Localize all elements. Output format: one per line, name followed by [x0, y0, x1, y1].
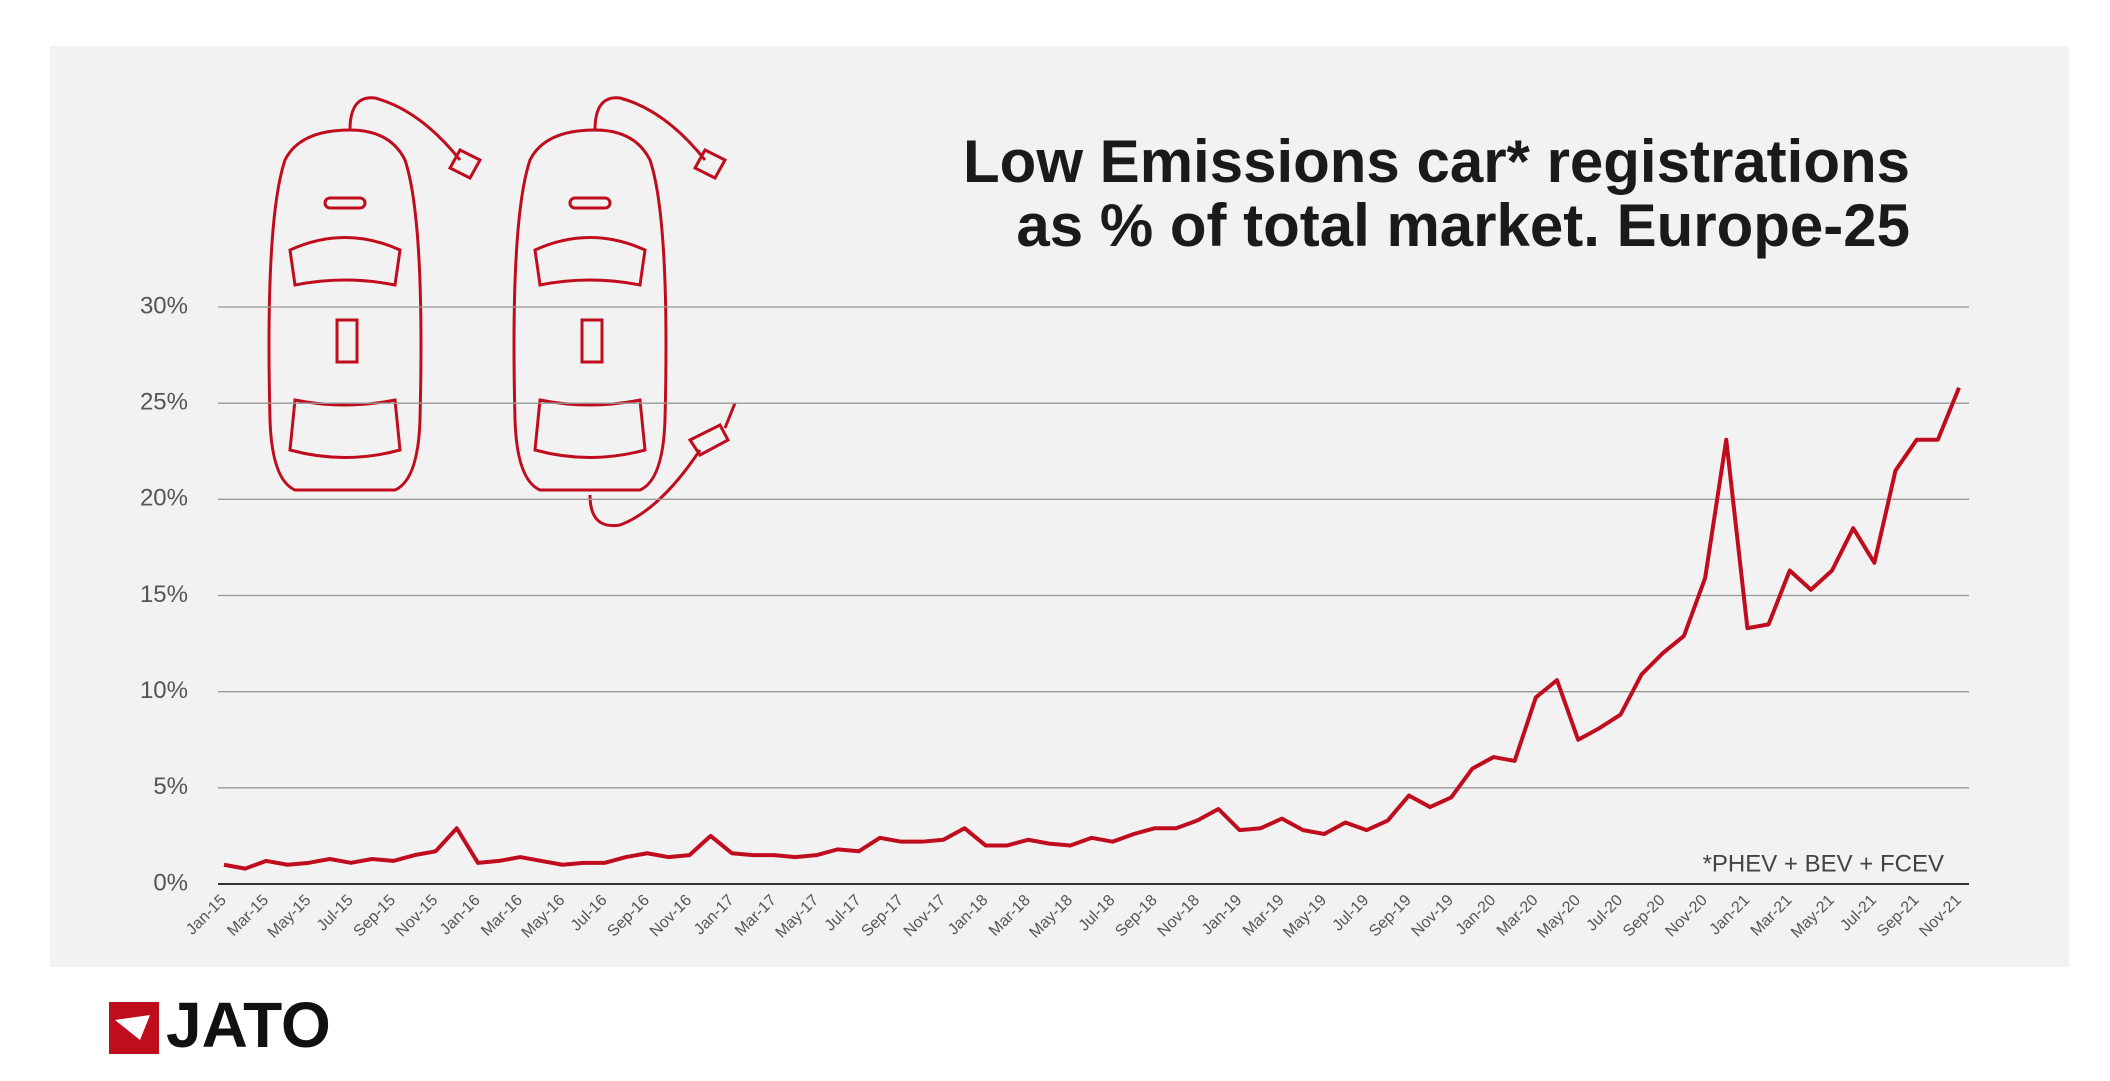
chart-title: as % of total market. Europe-25 — [1016, 192, 1910, 259]
y-tick-label: 25% — [140, 389, 188, 416]
data-line — [223, 387, 1961, 871]
y-tick-label: 0% — [153, 869, 188, 896]
y-tick-label: 10% — [140, 677, 188, 704]
car-illustration — [267, 96, 737, 528]
chart-title: Low Emissions car* registrations — [963, 128, 1910, 195]
footnote: *PHEV + BEV + FCEV — [1703, 850, 1944, 877]
y-tick-label: 30% — [140, 292, 188, 319]
logo-arrow — [115, 1015, 150, 1040]
y-tick-label: 20% — [140, 485, 188, 512]
y-tick-label: 15% — [140, 581, 188, 608]
logo-text: JATO — [166, 989, 331, 1061]
y-tick-label: 5% — [153, 773, 188, 800]
logo: JATO — [109, 989, 331, 1061]
